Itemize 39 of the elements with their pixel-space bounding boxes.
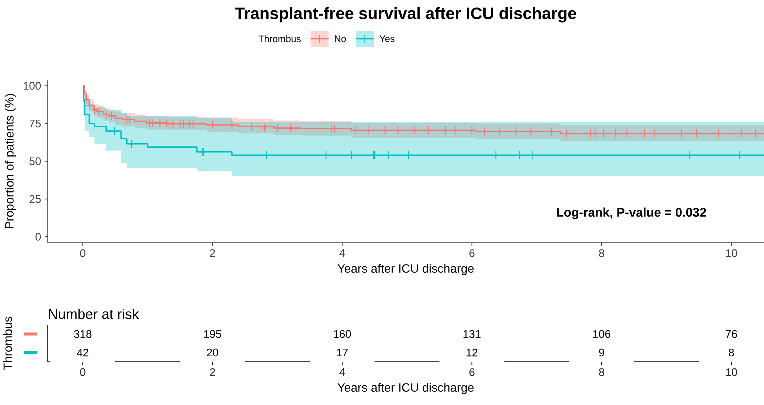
- x-tick-label: 4: [340, 250, 346, 258]
- x-axis-title: Years after ICU discharge: [338, 383, 474, 394]
- y-tick-label: 50: [30, 158, 42, 166]
- x-tick-label: 0: [80, 250, 86, 258]
- y-axis-title: Thrombus: [3, 316, 12, 370]
- chart-title: Number at risk: [49, 308, 140, 320]
- data-label: 160: [334, 330, 352, 338]
- legend-title: Thrombus: [258, 36, 301, 42]
- data-label: 76: [726, 330, 738, 338]
- x-axis-title: Years after ICU discharge: [338, 264, 474, 276]
- annotation: Log-rank, P-value = 0.032: [557, 208, 706, 220]
- chart-title: Transplant-free survival after ICU discharge: [235, 7, 576, 23]
- y-tick-label: 25: [30, 195, 41, 204]
- y-tick-label: 75: [30, 120, 41, 128]
- x-tick-label: 2: [210, 368, 216, 376]
- y-axis-title: Proportion of patients (%): [5, 94, 16, 229]
- data-label: 12: [466, 348, 478, 357]
- x-tick-label: 10: [726, 368, 738, 376]
- x-tick-label: 6: [470, 250, 475, 258]
- x-tick-label: 6: [470, 368, 475, 376]
- x-tick-label: 4: [340, 368, 346, 376]
- data-label: 106: [594, 330, 611, 338]
- data-label: 42: [77, 348, 89, 357]
- data-label: 318: [74, 330, 92, 338]
- legend-label: Yes: [380, 36, 395, 42]
- x-tick-label: 2: [210, 250, 216, 258]
- x-tick-label: 10: [726, 250, 738, 258]
- data-label: 20: [207, 348, 218, 357]
- data-label: 17: [337, 348, 348, 357]
- legend-label: No: [335, 36, 346, 42]
- data-label: 9: [599, 348, 604, 357]
- data-label: 195: [204, 330, 222, 338]
- x-tick-label: 8: [599, 250, 604, 258]
- y-tick-label: 100: [24, 82, 42, 90]
- data-label: 8: [728, 348, 734, 357]
- y-tick-label: 0: [36, 233, 42, 241]
- x-tick-label: 8: [599, 368, 604, 376]
- data-label: 131: [464, 330, 481, 338]
- x-tick-label: 0: [80, 368, 86, 376]
